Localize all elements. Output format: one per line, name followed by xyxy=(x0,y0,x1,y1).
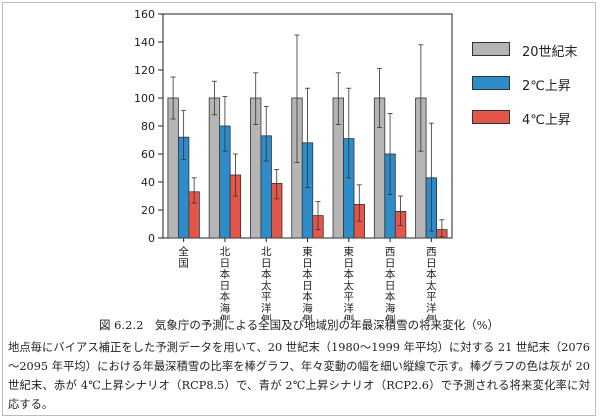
y-tick-label-120: 120 xyxy=(134,64,155,77)
y-tick-label-0: 0 xyxy=(148,232,155,245)
caption-body: 地点毎にバイアス補正をした予測データを用いて、20 世紀末（1980～1999 … xyxy=(8,341,590,411)
y-tick-label-60: 60 xyxy=(141,148,155,161)
legend-label-2c: 2℃上昇 xyxy=(522,79,571,94)
legend-swatch-4c xyxy=(472,110,510,124)
legend-swatch-2c xyxy=(472,76,510,90)
legend-label-4c: 4℃上昇 xyxy=(522,113,571,128)
legend-label-20c: 20世紀末 xyxy=(522,45,578,60)
y-tick-label-160: 160 xyxy=(134,8,155,21)
category-label-6: 西日本太平洋側 xyxy=(426,246,437,320)
y-tick-label-80: 80 xyxy=(141,120,155,133)
y-tick-label-140: 140 xyxy=(134,36,155,49)
category-label-0: 全国 xyxy=(178,245,189,269)
legend-swatch-20c xyxy=(472,42,510,56)
category-label-5: 西日本日本海側 xyxy=(385,246,396,320)
bar-chart: 0 20 40 60 80 100 120 140 160 全国 北日本日本海側 北日本太平洋側 東日本… xyxy=(134,8,453,320)
category-label-1: 北日本日本海側 xyxy=(220,246,231,320)
category-label-4: 東日本太平洋側 xyxy=(344,245,355,320)
bar-0-1 xyxy=(208,97,221,239)
caption-title: 図 6.2.2 気象庁の予測による全国及び地域別の年最深積雪の将来変化（%） xyxy=(99,318,499,332)
figure-frame xyxy=(2,2,596,416)
category-label-3: 東日本日本海側 xyxy=(302,245,313,320)
legend-item-4c: 4℃上昇 xyxy=(472,108,592,128)
legend-item-2c: 2℃上昇 xyxy=(472,74,592,94)
figure-caption: 図 6.2.2 気象庁の予測による全国及び地域別の年最深積雪の将来変化（%） 地… xyxy=(8,317,590,414)
y-tick-label-20: 20 xyxy=(141,204,155,217)
y-tick-label-40: 40 xyxy=(141,176,155,189)
category-label-2: 北日本太平洋側 xyxy=(261,246,272,320)
y-tick-label-100: 100 xyxy=(134,92,155,105)
legend-item-20c: 20世紀末 xyxy=(472,40,592,60)
legend: 20世紀末 2℃上昇 4℃上昇 xyxy=(472,40,592,142)
